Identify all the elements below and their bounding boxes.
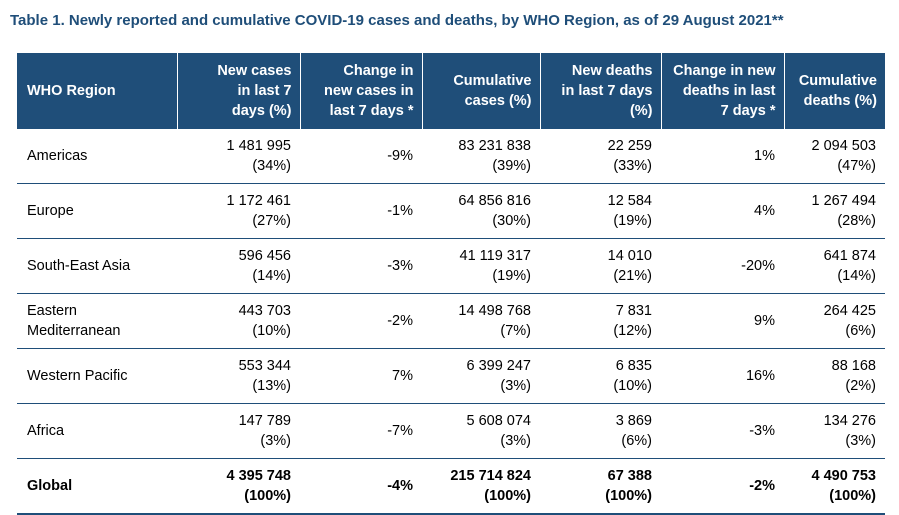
change-deaths-cell: 9%: [661, 293, 784, 349]
cumulative-deaths-cell: 2 094 503 (47%): [784, 129, 885, 184]
cumulative-cases-cell: 64 856 816 (30%): [422, 183, 540, 239]
new-cases-cell: 553 344 (13%): [177, 348, 300, 404]
cumulative-deaths-cell: 1 267 494 (28%): [784, 183, 885, 239]
region-cell: Africa: [17, 403, 177, 459]
region-cell: Western Pacific: [17, 348, 177, 404]
new-cases-cell: 4 395 748 (100%): [177, 458, 300, 515]
new-deaths-cell: 67 388 (100%): [540, 458, 661, 515]
new-deaths-cell: 12 584 (19%): [540, 183, 661, 239]
change-deaths-cell: 1%: [661, 129, 784, 184]
header-cumulative-cases: Cumulative cases (%): [421, 53, 540, 129]
new-deaths-cell: 22 259 (33%): [540, 129, 661, 184]
table-title: Table 1. Newly reported and cumulative C…: [10, 12, 784, 29]
new-deaths-cell: 6 835 (10%): [540, 348, 661, 404]
new-cases-cell: 443 703 (10%): [177, 293, 300, 349]
change-cases-cell: -9%: [300, 129, 422, 184]
cumulative-cases-cell: 5 608 074 (3%): [422, 403, 540, 459]
header-new-cases: New cases in last 7 days (%): [176, 53, 300, 129]
region-cell: Eastern Mediterranean: [17, 293, 177, 349]
header-cumulative-deaths: Cumulative deaths (%): [783, 53, 885, 129]
header-who-region: WHO Region: [17, 53, 177, 129]
cumulative-deaths-cell: 4 490 753 (100%): [784, 458, 885, 515]
table-row-south-east-asia: South-East Asia 596 456 (14%) -3% 41 119 …: [17, 238, 885, 294]
header-change-new-cases: Change in new cases in last 7 days *: [299, 53, 422, 129]
change-cases-cell: -4%: [300, 458, 422, 515]
table-row-africa: Africa 147 789 (3%) -7% 5 608 074 (3%) 3 8…: [17, 403, 885, 459]
change-cases-cell: -3%: [300, 238, 422, 294]
table-row-western-pacific: Western Pacific 553 344 (13%) 7% 6 399 24…: [17, 348, 885, 404]
cumulative-cases-cell: 41 119 317 (19%): [422, 238, 540, 294]
new-cases-cell: 596 456 (14%): [177, 238, 300, 294]
region-cell: Europe: [17, 183, 177, 239]
cumulative-cases-cell: 6 399 247 (3%): [422, 348, 540, 404]
header-change-new-deaths: Change in new deaths in last 7 days *: [660, 53, 784, 129]
cumulative-deaths-cell: 134 276 (3%): [784, 403, 885, 459]
region-cell: Global: [17, 458, 177, 515]
cumulative-deaths-cell: 88 168 (2%): [784, 348, 885, 404]
table-row-global: Global 4 395 748 (100%) -4% 215 714 824 (1…: [17, 458, 885, 515]
cumulative-cases-cell: 215 714 824 (100%): [422, 458, 540, 515]
change-cases-cell: 7%: [300, 348, 422, 404]
header-new-deaths: New deaths in last 7 days (%): [539, 53, 661, 129]
region-cell: Americas: [17, 129, 177, 184]
change-deaths-cell: 16%: [661, 348, 784, 404]
change-cases-cell: -7%: [300, 403, 422, 459]
change-deaths-cell: 4%: [661, 183, 784, 239]
cumulative-cases-cell: 83 231 838 (39%): [422, 129, 540, 184]
change-deaths-cell: -2%: [661, 458, 784, 515]
cumulative-deaths-cell: 641 874 (14%): [784, 238, 885, 294]
change-deaths-cell: -3%: [661, 403, 784, 459]
header-row: WHO Region New cases in last 7 days (%) …: [17, 53, 885, 129]
table-row-europe: Europe 1 172 461 (27%) -1% 64 856 816 (30%…: [17, 183, 885, 239]
new-cases-cell: 1 481 995 (34%): [177, 129, 300, 184]
new-cases-cell: 1 172 461 (27%): [177, 183, 300, 239]
change-deaths-cell: -20%: [661, 238, 784, 294]
cumulative-deaths-cell: 264 425 (6%): [784, 293, 885, 349]
new-deaths-cell: 3 869 (6%): [540, 403, 661, 459]
covid-region-table: WHO Region New cases in last 7 days (%) …: [17, 53, 885, 515]
table-row-americas: Americas 1 481 995 (34%) -9% 83 231 838 (3…: [17, 129, 885, 184]
new-cases-cell: 147 789 (3%): [177, 403, 300, 459]
region-cell: South-East Asia: [17, 238, 177, 294]
change-cases-cell: -1%: [300, 183, 422, 239]
table-row-eastern-mediterranean: Eastern Mediterranean 443 703 (10%) -2% 14…: [17, 293, 885, 349]
new-deaths-cell: 7 831 (12%): [540, 293, 661, 349]
change-cases-cell: -2%: [300, 293, 422, 349]
cumulative-cases-cell: 14 498 768 (7%): [422, 293, 540, 349]
new-deaths-cell: 14 010 (21%): [540, 238, 661, 294]
